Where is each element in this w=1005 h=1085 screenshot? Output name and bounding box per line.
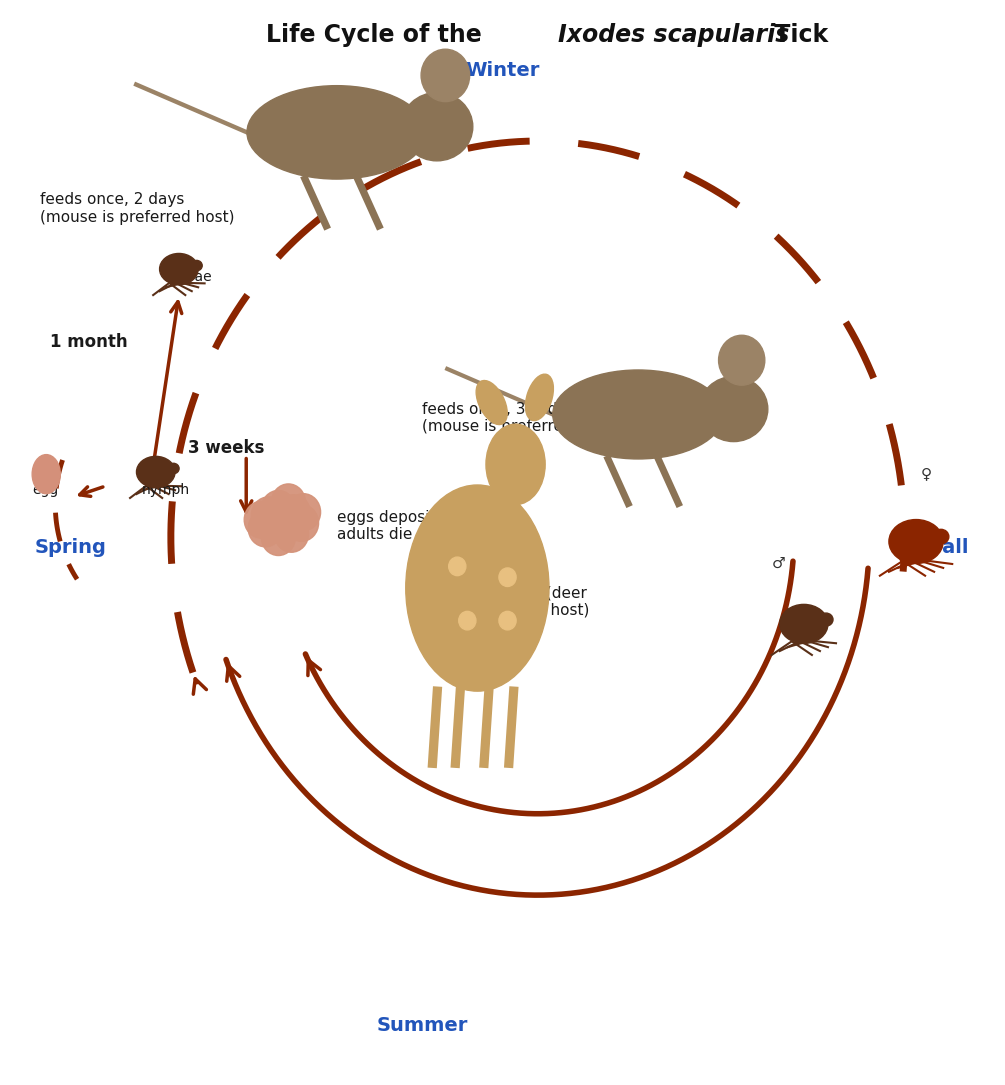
- Ellipse shape: [32, 455, 60, 494]
- Text: nymph: nymph: [142, 484, 190, 497]
- Circle shape: [276, 495, 311, 532]
- Ellipse shape: [406, 485, 549, 691]
- Ellipse shape: [168, 463, 179, 474]
- Text: Ixodes scapularis: Ixodes scapularis: [558, 23, 789, 47]
- Text: 1 month: 1 month: [49, 333, 128, 350]
- Text: Life Cycle of the: Life Cycle of the: [266, 23, 490, 47]
- Ellipse shape: [160, 254, 198, 284]
- Ellipse shape: [401, 92, 472, 161]
- Text: feeds once (deer
is preferred host): feeds once (deer is preferred host): [457, 586, 590, 618]
- Circle shape: [448, 557, 466, 576]
- Text: egg: egg: [32, 484, 58, 497]
- Text: 3 weeks: 3 weeks: [188, 439, 264, 457]
- Circle shape: [286, 494, 321, 531]
- Ellipse shape: [476, 381, 508, 424]
- Circle shape: [261, 490, 295, 527]
- Text: Tick: Tick: [766, 23, 828, 47]
- Text: Summer: Summer: [377, 1016, 467, 1035]
- Text: ♂: ♂: [772, 556, 786, 571]
- Ellipse shape: [888, 520, 943, 563]
- Ellipse shape: [191, 260, 202, 271]
- Circle shape: [271, 484, 306, 521]
- Circle shape: [274, 515, 309, 552]
- Circle shape: [248, 510, 282, 547]
- Ellipse shape: [699, 376, 768, 442]
- Circle shape: [498, 567, 517, 587]
- Text: feeds once, 2 days
(mouse is preferred host): feeds once, 2 days (mouse is preferred h…: [40, 192, 235, 225]
- Ellipse shape: [819, 613, 833, 626]
- Text: feeds once, 3–4 days
(mouse is preferred host): feeds once, 3–4 days (mouse is preferred…: [422, 401, 617, 434]
- Ellipse shape: [553, 370, 724, 459]
- Circle shape: [719, 335, 765, 385]
- Ellipse shape: [486, 424, 545, 505]
- Text: Spring: Spring: [34, 538, 107, 558]
- Circle shape: [251, 497, 285, 534]
- Ellipse shape: [780, 604, 828, 643]
- Circle shape: [421, 49, 469, 102]
- Ellipse shape: [137, 457, 175, 487]
- Text: Winter: Winter: [465, 61, 540, 80]
- Text: larvae: larvae: [169, 270, 213, 283]
- Ellipse shape: [526, 374, 554, 421]
- Circle shape: [458, 611, 476, 630]
- Circle shape: [261, 519, 295, 556]
- Ellipse shape: [933, 529, 949, 544]
- Circle shape: [498, 611, 517, 630]
- Circle shape: [284, 505, 319, 541]
- Ellipse shape: [247, 86, 426, 179]
- Circle shape: [244, 501, 278, 538]
- Text: ♀: ♀: [921, 467, 932, 482]
- Text: eggs deposited
adults die: eggs deposited adults die: [337, 510, 454, 542]
- Text: Fall: Fall: [931, 538, 969, 558]
